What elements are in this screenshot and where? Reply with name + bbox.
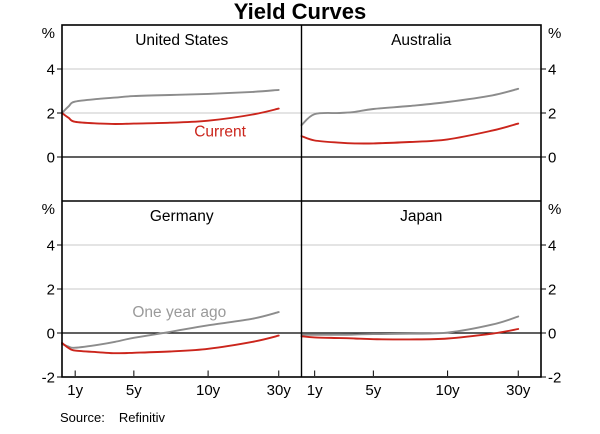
series-line-current <box>300 328 520 341</box>
series-line-one-year-ago <box>61 88 280 114</box>
source-value: Refinitiv <box>118 410 166 425</box>
series-label-one-year-ago: One year ago <box>132 304 226 321</box>
y-tick-label-left: 4 <box>47 238 55 255</box>
panel-japan: Japan <box>300 208 541 376</box>
x-tick-label: 10y <box>436 382 461 399</box>
y-tick-label-right: 2 <box>548 282 556 299</box>
series-line-current <box>300 122 520 145</box>
source-label: Source: <box>60 410 105 425</box>
x-tick-label: 10y <box>196 382 221 399</box>
y-tick-label-right: 2 <box>548 106 556 123</box>
x-tick-label: 1y <box>307 382 323 399</box>
series-line-current <box>61 334 280 355</box>
y-axis-unit-right: % <box>548 25 561 42</box>
panel-title: Japan <box>400 208 442 225</box>
y-tick-label-left: 0 <box>47 326 55 343</box>
y-tick-label-right: -2 <box>548 370 561 387</box>
y-axis-unit-left: % <box>42 201 55 218</box>
series-line-one-year-ago <box>300 87 520 127</box>
x-tick-label: 30y <box>506 382 531 399</box>
series-line-one-year-ago <box>300 315 520 336</box>
y-tick-label-left: 2 <box>47 106 55 123</box>
y-tick-label-left: 2 <box>47 282 55 299</box>
y-axis-unit-right: % <box>548 201 561 218</box>
panel-australia: Australia <box>300 32 541 158</box>
y-tick-label-left: 4 <box>47 62 55 79</box>
page-title: Yield Curves <box>233 0 367 24</box>
x-tick-label: 30y <box>267 382 292 399</box>
x-tick-label: 1y <box>67 382 83 399</box>
y-tick-label-right: 4 <box>548 238 556 255</box>
y-axis-unit-left: % <box>42 25 55 42</box>
y-tick-label-left: -2 <box>42 370 55 387</box>
panel-title: Australia <box>391 32 452 49</box>
x-tick-label: 5y <box>126 382 142 399</box>
panel-title: Germany <box>150 208 214 225</box>
panel-germany: Germany One year ago <box>61 208 302 376</box>
y-tick-label-right: 0 <box>548 326 556 343</box>
y-tick-label-right: 0 <box>548 150 556 167</box>
panel-united-states: United States Current <box>61 32 302 158</box>
panel-borders <box>61 24 542 378</box>
y-tick-label-left: 0 <box>47 150 55 167</box>
series-line-current <box>61 107 280 125</box>
series-label-current: Current <box>194 124 246 141</box>
x-axis-labels: 1y 5y 10y 30y 1y 5y 10y 30y <box>67 382 531 399</box>
y-tick-label-right: 4 <box>548 62 556 79</box>
panel-title: United States <box>135 32 228 49</box>
y-axis-labels: % % 4 4 2 2 0 0% % 4 4 2 2 0 0 -2 -2 <box>42 25 562 387</box>
x-tick-label: 5y <box>365 382 381 399</box>
series-line-one-year-ago <box>61 311 280 349</box>
source-note: Source: Refinitiv <box>60 410 165 425</box>
